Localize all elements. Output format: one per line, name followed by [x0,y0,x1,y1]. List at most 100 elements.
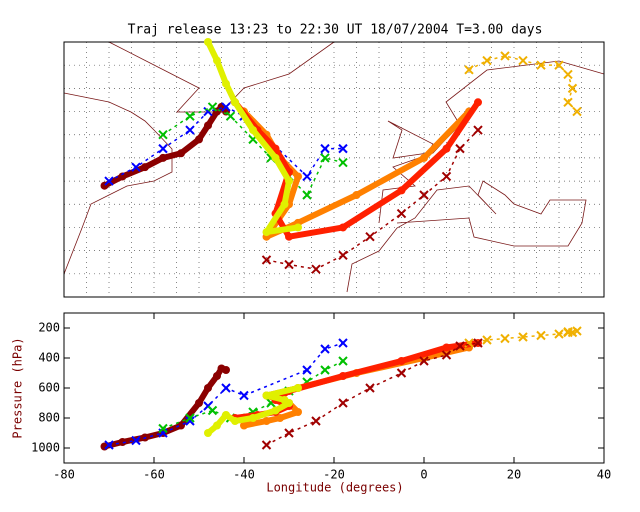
profile-point [204,429,212,437]
map-point [177,149,185,158]
profile-point [231,417,239,425]
map-point [518,55,528,66]
map-point [419,190,429,200]
profile-point [320,344,330,354]
trajectory-line [266,129,479,270]
coastline [387,120,434,159]
profile-line [468,330,578,344]
profile-point [222,411,230,419]
profile-point [311,416,321,426]
map-point [104,176,114,186]
map-point [338,250,348,260]
map-point [572,106,582,117]
profile-point [207,405,218,416]
map-point [204,121,212,130]
map-point [554,60,564,70]
profile-point [249,414,257,422]
map-point [563,69,573,80]
map-point [213,56,221,65]
profile-point [240,421,248,430]
profile-line [103,365,227,450]
profile-point [536,330,546,341]
x-axis-label: Longitude (degrees) [266,481,403,495]
x-tick-label: 20 [507,468,521,482]
map-point [285,177,293,186]
profile-point [158,423,168,434]
profile-point [271,406,280,415]
profile-point [396,368,407,378]
map-point [441,171,452,182]
map-point [195,135,203,144]
map-point [294,223,302,232]
chart-title: Traj release 13:23 to 22:30 UT 18/07/200… [128,23,543,38]
profile-point [302,365,312,375]
map-point [302,190,312,200]
profile-point [213,372,221,380]
map-point [284,259,294,270]
map-point [225,111,236,121]
map-point [231,98,239,107]
profile-point [195,399,203,407]
map-point [207,102,218,112]
map-point [261,255,272,265]
profile-point [473,338,483,348]
map-point [473,125,483,135]
profile-point [185,416,195,426]
profile-point [262,391,271,400]
map-point [204,38,212,46]
profile-line [162,360,344,430]
map-point [442,144,451,153]
map-point [339,223,347,232]
x-tick-label: -40 [233,468,255,482]
map-point [397,186,406,195]
profile-point [185,413,195,423]
profile-point [294,384,302,392]
trajectory-line [232,100,481,240]
map-point [158,143,168,154]
profile-point [294,408,302,416]
profile-line [266,342,479,446]
map-point [158,130,168,140]
profile-point [554,329,564,339]
profile-point [397,357,406,365]
y-tick-label: 600 [38,381,60,395]
map-point [482,55,492,66]
x-tick-label: -80 [53,468,75,482]
profile-point [572,326,582,336]
profile-point [239,390,249,401]
profile-point [455,341,465,351]
map-point [455,143,465,154]
map-point [271,144,280,153]
profile-point [118,438,127,446]
profile-point [365,383,375,393]
profile-point [482,335,492,345]
map-point [249,126,257,135]
trajectory-line [468,55,578,113]
profile-point [222,366,230,374]
x-tick-label: -20 [323,468,345,482]
x-tick-label: 40 [597,468,611,482]
profile-point [338,398,348,408]
trajectory-line [205,40,299,236]
profile-point [442,343,451,352]
profile-point [204,384,212,392]
profile-point [262,417,271,425]
map-point [280,200,289,209]
map-point [320,153,330,163]
profile-point [104,440,114,450]
x-tick-label: 0 [420,468,427,482]
map-point [118,172,127,181]
map-point [352,191,361,199]
profile-point [261,440,272,450]
map-point [320,143,330,154]
profile-point [280,396,289,404]
profile-line [108,342,344,446]
y-tick-label: 800 [38,411,60,425]
map-point [185,111,195,121]
map-point [294,172,302,181]
map-point [285,232,293,241]
profile-point [338,338,348,348]
y-tick-label: 200 [38,321,60,335]
map-point [311,264,321,274]
